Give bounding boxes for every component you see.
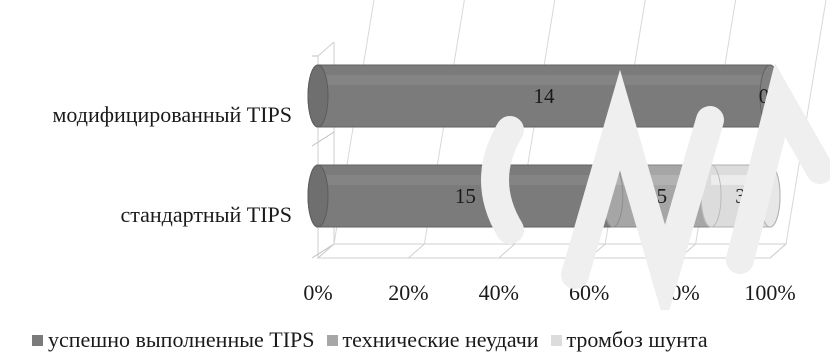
category-separator bbox=[311, 131, 335, 147]
gridline-floor bbox=[679, 243, 696, 259]
bars: 14 0 15 5 3 bbox=[307, 64, 781, 228]
bar-highlight bbox=[318, 175, 613, 185]
data-label: 0 bbox=[759, 84, 770, 108]
legend-label: тромбоз шунта bbox=[566, 327, 708, 352]
gridline-floor bbox=[408, 243, 425, 259]
x-tick-label: 80% bbox=[659, 280, 699, 305]
x-tick-label: 0% bbox=[303, 280, 332, 305]
gridline-floor bbox=[588, 243, 606, 259]
legend-label: технические неудачи bbox=[342, 327, 539, 352]
bar-left-cap bbox=[307, 64, 329, 128]
data-label: 14 bbox=[534, 84, 556, 108]
legend-swatch bbox=[550, 334, 562, 346]
gridline bbox=[785, 0, 827, 245]
gridline-floor bbox=[317, 243, 335, 259]
bar-left-cap bbox=[307, 164, 329, 228]
category-label: модифицированный TIPS bbox=[52, 102, 292, 127]
data-label: 3 bbox=[735, 184, 746, 208]
x-tick-label: 40% bbox=[479, 280, 519, 305]
data-label: 5 bbox=[657, 184, 668, 208]
legend-item: технические неудачи bbox=[326, 327, 539, 353]
legend-swatch bbox=[32, 334, 43, 346]
floor-plane bbox=[316, 243, 788, 259]
category-separator bbox=[311, 243, 335, 259]
left-wall-top bbox=[317, 41, 335, 57]
x-tick-label: 60% bbox=[569, 280, 609, 305]
x-tick-label: 20% bbox=[388, 280, 428, 305]
bar-highlight bbox=[318, 75, 770, 85]
x-axis-ticks: 0% 20% 40% 60% 80% 100% bbox=[303, 280, 795, 305]
legend-label: успешно выполненные TIPS bbox=[48, 327, 315, 352]
legend-swatch bbox=[326, 334, 338, 346]
x-tick-label: 100% bbox=[744, 280, 795, 305]
legend: успешно выполненные TIPS технические неуд… bbox=[0, 326, 840, 354]
legend-item: тромбоз шунта bbox=[550, 327, 708, 353]
gridline-floor bbox=[769, 243, 787, 259]
legend-item: успешно выполненные TIPS bbox=[32, 327, 315, 353]
gridline-floor bbox=[498, 243, 516, 259]
category-labels: модифицированный TIPS стандартный TIPS bbox=[52, 102, 292, 227]
category-label: стандартный TIPS bbox=[120, 202, 292, 227]
data-label: 15 bbox=[455, 184, 476, 208]
bar-right-cap bbox=[759, 164, 781, 228]
